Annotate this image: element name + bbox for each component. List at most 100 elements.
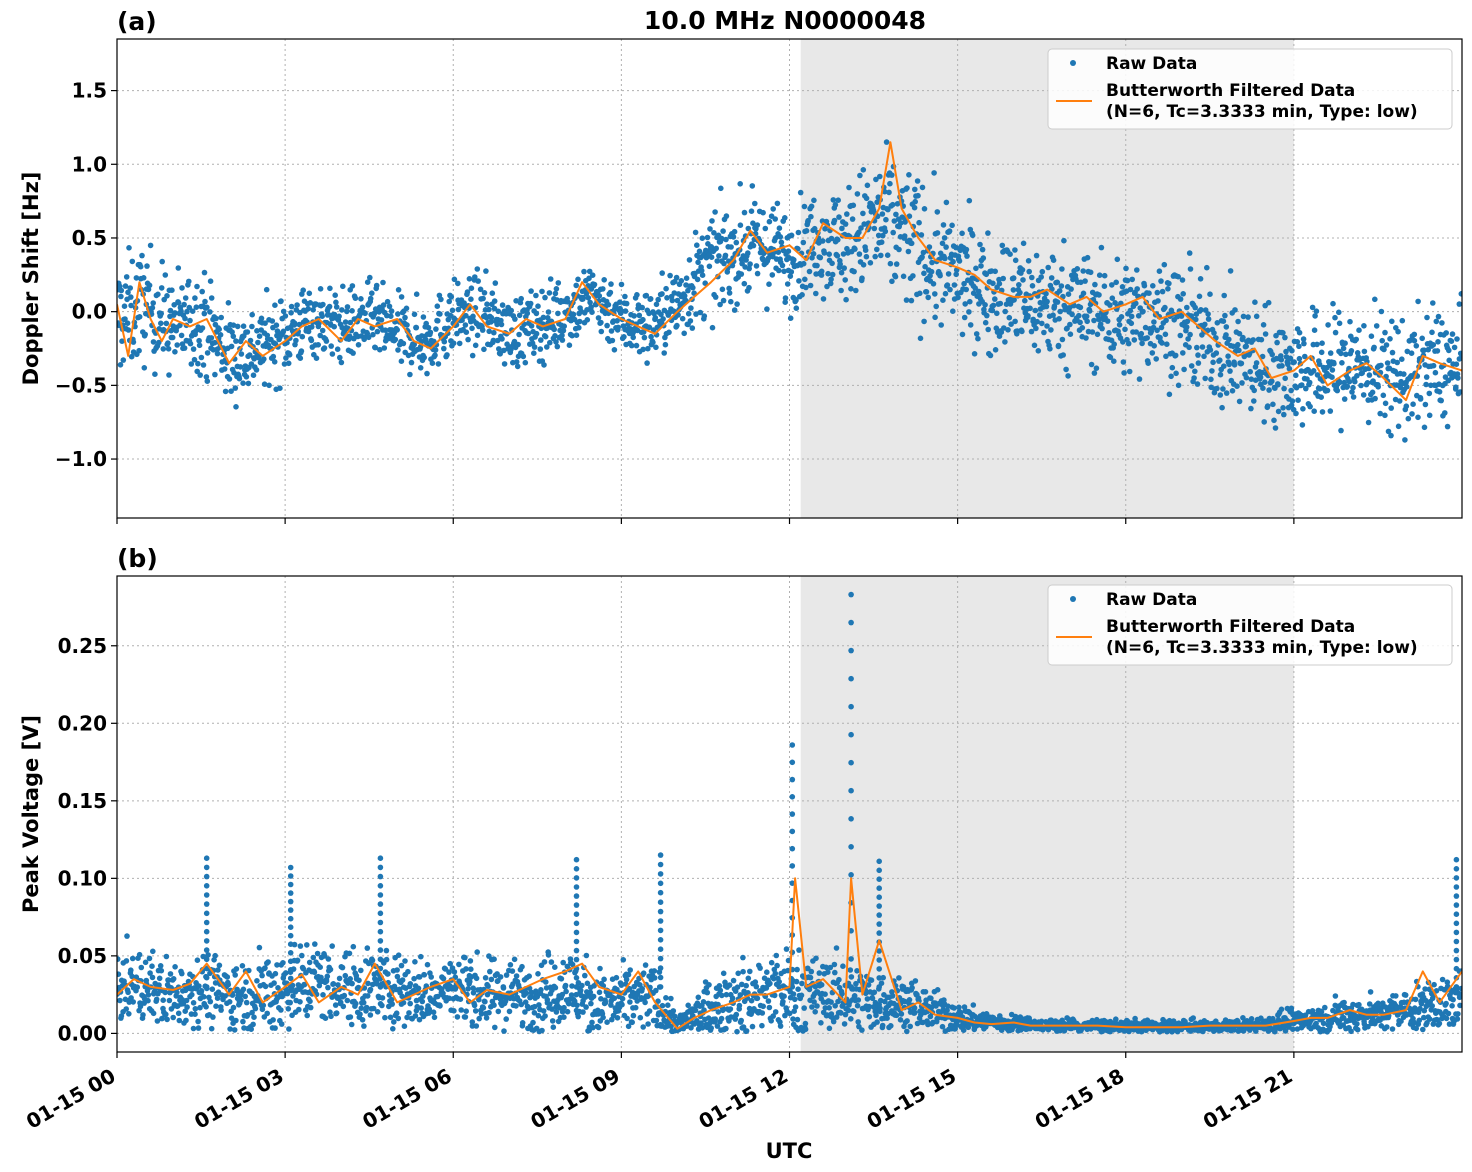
raw-data-point <box>166 997 173 1004</box>
raw-data-point <box>474 949 481 955</box>
raw-data-point <box>1162 304 1168 311</box>
raw-data-point <box>1214 385 1220 392</box>
raw-data-point <box>294 957 301 964</box>
raw-data-point <box>1119 284 1126 290</box>
raw-data-point <box>770 975 777 982</box>
raw-data-point <box>1201 353 1207 360</box>
raw-data-point <box>455 306 462 313</box>
raw-data-point <box>803 284 809 291</box>
raw-data-point <box>908 297 915 304</box>
raw-data-point <box>511 956 518 963</box>
raw-data-point <box>618 281 625 288</box>
raw-data-point <box>192 1011 198 1017</box>
raw-data-point <box>877 1005 883 1012</box>
raw-data-point <box>125 989 131 996</box>
raw-data-point <box>398 294 405 300</box>
raw-data-point <box>251 1014 257 1020</box>
raw-data-point <box>1044 323 1050 329</box>
raw-data-point <box>1291 359 1297 365</box>
raw-data-point <box>126 1011 132 1017</box>
raw-data-point <box>462 1014 469 1020</box>
y-tick-label: 0.5 <box>72 226 107 250</box>
raw-data-point <box>1154 289 1161 296</box>
raw-data-point <box>575 276 581 283</box>
raw-data-point <box>805 217 811 224</box>
raw-data-point <box>163 1011 169 1018</box>
raw-data-point <box>1151 343 1157 349</box>
raw-data-point <box>538 337 544 343</box>
raw-data-point <box>434 303 441 310</box>
raw-data-point <box>854 1002 861 1009</box>
raw-data-point <box>1342 340 1348 347</box>
raw-data-point <box>1114 256 1121 263</box>
raw-data-point <box>1318 349 1325 356</box>
raw-data-point <box>347 319 354 326</box>
raw-data-point <box>559 332 565 339</box>
raw-data-point <box>1057 308 1063 315</box>
raw-data-point <box>679 315 686 322</box>
raw-data-point <box>729 995 736 1001</box>
raw-data-point <box>940 297 946 304</box>
raw-data-point <box>169 287 175 294</box>
raw-data-point <box>1327 408 1334 414</box>
panel-a-doppler-shift: −1.0−0.50.00.51.01.5(a)Doppler Shift [Hz… <box>19 7 1463 524</box>
raw-data-point <box>738 1017 744 1024</box>
raw-data-point <box>1089 329 1096 335</box>
raw-data-point <box>1159 340 1165 346</box>
raw-data-point <box>836 214 842 220</box>
raw-data-point <box>435 318 441 324</box>
raw-data-point <box>642 999 648 1006</box>
raw-data-point <box>908 240 915 247</box>
raw-data-point <box>379 995 386 1001</box>
raw-data-point <box>437 1003 443 1009</box>
raw-data-point <box>1198 307 1204 313</box>
raw-data-point <box>352 295 359 302</box>
raw-data-point <box>179 285 185 291</box>
raw-data-point <box>1341 379 1348 386</box>
raw-data-point <box>365 980 371 987</box>
raw-data-point <box>782 215 788 221</box>
raw-data-point <box>182 295 189 301</box>
raw-data-point <box>1107 302 1113 308</box>
raw-data-point <box>852 246 858 252</box>
raw-data-point <box>522 999 529 1005</box>
raw-data-point <box>196 342 203 349</box>
raw-data-point <box>1121 370 1127 376</box>
raw-data-point <box>808 968 815 975</box>
raw-data-point <box>1213 350 1220 356</box>
raw-data-point <box>333 1010 340 1016</box>
raw-data-point <box>1401 371 1407 377</box>
raw-data-point <box>1181 366 1187 373</box>
raw-data-point <box>839 225 845 232</box>
raw-data-point <box>119 338 125 345</box>
raw-data-point <box>234 323 241 330</box>
raw-data-point <box>752 200 758 207</box>
raw-data-point <box>919 254 925 260</box>
raw-data-point <box>1430 300 1436 306</box>
raw-data-point <box>412 959 418 965</box>
raw-data-point <box>646 1008 653 1014</box>
raw-data-point <box>686 257 693 263</box>
raw-data-point <box>1038 1018 1045 1025</box>
raw-data-point <box>458 1007 465 1013</box>
raw-data-point <box>1262 379 1268 386</box>
y-tick-label: 0.0 <box>72 300 107 324</box>
raw-data-point <box>558 976 565 982</box>
raw-data-point <box>808 213 814 220</box>
raw-data-point <box>270 353 277 360</box>
raw-data-point <box>1316 361 1323 368</box>
raw-data-point <box>233 966 240 972</box>
raw-data-point <box>630 1012 637 1019</box>
raw-data-point <box>854 968 860 974</box>
raw-data-point <box>973 265 979 272</box>
raw-data-point <box>787 273 794 280</box>
raw-data-point <box>240 1018 246 1025</box>
raw-data-point <box>1340 345 1347 352</box>
raw-data-point <box>880 232 886 239</box>
raw-data-point <box>1248 1016 1255 1022</box>
raw-data-point <box>418 953 424 960</box>
raw-data-point <box>309 324 315 330</box>
raw-data-point <box>1352 378 1358 385</box>
raw-data-point <box>356 977 362 984</box>
raw-data-point <box>457 996 464 1002</box>
